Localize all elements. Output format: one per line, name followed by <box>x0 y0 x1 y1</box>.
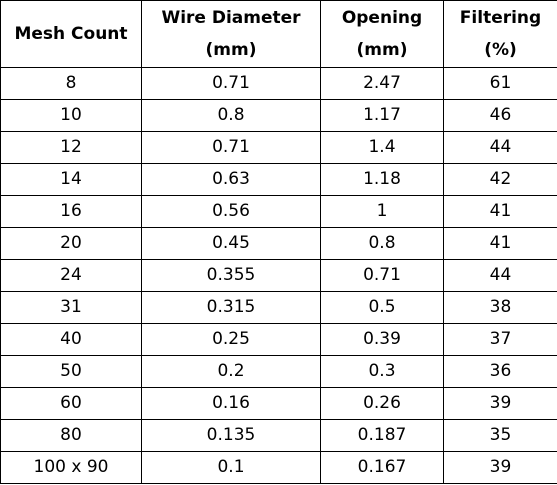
cell-mesh-count: 8 <box>0 67 142 100</box>
cell-mesh-count: 24 <box>0 259 142 292</box>
header-filtering-label: Filtering <box>459 8 542 28</box>
header-wire-diameter: Wire Diameter (mm) <box>141 0 321 68</box>
cell-filtering: 36 <box>443 355 557 388</box>
cell-opening: 0.187 <box>320 419 444 452</box>
cell-wire-diameter: 0.71 <box>141 131 321 164</box>
cell-filtering: 44 <box>443 131 557 164</box>
table-row: 50 0.2 0.3 36 <box>0 355 557 388</box>
header-filtering: Filtering (%) <box>443 0 557 68</box>
cell-opening: 1.4 <box>320 131 444 164</box>
cell-wire-diameter: 0.56 <box>141 195 321 228</box>
table-row: 20 0.45 0.8 41 <box>0 227 557 260</box>
table-row: 10 0.8 1.17 46 <box>0 99 557 132</box>
cell-wire-diameter: 0.16 <box>141 387 321 420</box>
cell-mesh-count: 20 <box>0 227 142 260</box>
table-row: 14 0.63 1.18 42 <box>0 163 557 196</box>
cell-opening: 0.71 <box>320 259 444 292</box>
cell-wire-diameter: 0.355 <box>141 259 321 292</box>
cell-filtering: 39 <box>443 451 557 484</box>
cell-mesh-count: 12 <box>0 131 142 164</box>
table-row: 100 x 90 0.1 0.167 39 <box>0 451 557 484</box>
cell-opening: 0.5 <box>320 291 444 324</box>
cell-filtering: 39 <box>443 387 557 420</box>
cell-mesh-count: 31 <box>0 291 142 324</box>
cell-wire-diameter: 0.71 <box>141 67 321 100</box>
cell-opening: 1.18 <box>320 163 444 196</box>
table-row: 8 0.71 2.47 61 <box>0 67 557 100</box>
header-mesh-count-label: Mesh Count <box>14 24 128 44</box>
table-row: 60 0.16 0.26 39 <box>0 387 557 420</box>
header-wire-diameter-unit: (mm) <box>205 40 257 60</box>
cell-filtering: 37 <box>443 323 557 356</box>
header-row: Mesh Count Wire Diameter (mm) Opening (m… <box>0 0 557 68</box>
cell-opening: 2.47 <box>320 67 444 100</box>
header-opening-unit: (mm) <box>356 40 408 60</box>
cell-wire-diameter: 0.1 <box>141 451 321 484</box>
table-row: 31 0.315 0.5 38 <box>0 291 557 324</box>
cell-mesh-count: 16 <box>0 195 142 228</box>
cell-wire-diameter: 0.8 <box>141 99 321 132</box>
cell-mesh-count: 80 <box>0 419 142 452</box>
cell-wire-diameter: 0.45 <box>141 227 321 260</box>
header-opening-label: Opening <box>341 8 423 28</box>
cell-opening: 0.167 <box>320 451 444 484</box>
cell-opening: 0.8 <box>320 227 444 260</box>
cell-filtering: 35 <box>443 419 557 452</box>
cell-mesh-count: 60 <box>0 387 142 420</box>
cell-opening: 1 <box>320 195 444 228</box>
table-row: 80 0.135 0.187 35 <box>0 419 557 452</box>
table-row: 24 0.355 0.71 44 <box>0 259 557 292</box>
cell-wire-diameter: 0.315 <box>141 291 321 324</box>
cell-filtering: 61 <box>443 67 557 100</box>
header-wire-diameter-label: Wire Diameter <box>161 8 301 28</box>
cell-wire-diameter: 0.25 <box>141 323 321 356</box>
header-filtering-unit: (%) <box>484 40 517 60</box>
cell-opening: 0.3 <box>320 355 444 388</box>
header-opening: Opening (mm) <box>320 0 444 68</box>
header-mesh-count: Mesh Count <box>0 0 142 68</box>
cell-filtering: 42 <box>443 163 557 196</box>
table-row: 16 0.56 1 41 <box>0 195 557 228</box>
cell-wire-diameter: 0.135 <box>141 419 321 452</box>
cell-opening: 0.26 <box>320 387 444 420</box>
cell-mesh-count: 100 x 90 <box>0 451 142 484</box>
cell-filtering: 46 <box>443 99 557 132</box>
cell-opening: 0.39 <box>320 323 444 356</box>
cell-opening: 1.17 <box>320 99 444 132</box>
table-row: 12 0.71 1.4 44 <box>0 131 557 164</box>
cell-wire-diameter: 0.2 <box>141 355 321 388</box>
cell-filtering: 41 <box>443 227 557 260</box>
cell-mesh-count: 40 <box>0 323 142 356</box>
cell-mesh-count: 50 <box>0 355 142 388</box>
cell-mesh-count: 10 <box>0 99 142 132</box>
cell-filtering: 38 <box>443 291 557 324</box>
cell-mesh-count: 14 <box>0 163 142 196</box>
cell-filtering: 44 <box>443 259 557 292</box>
cell-filtering: 41 <box>443 195 557 228</box>
table-row: 40 0.25 0.39 37 <box>0 323 557 356</box>
cell-wire-diameter: 0.63 <box>141 163 321 196</box>
